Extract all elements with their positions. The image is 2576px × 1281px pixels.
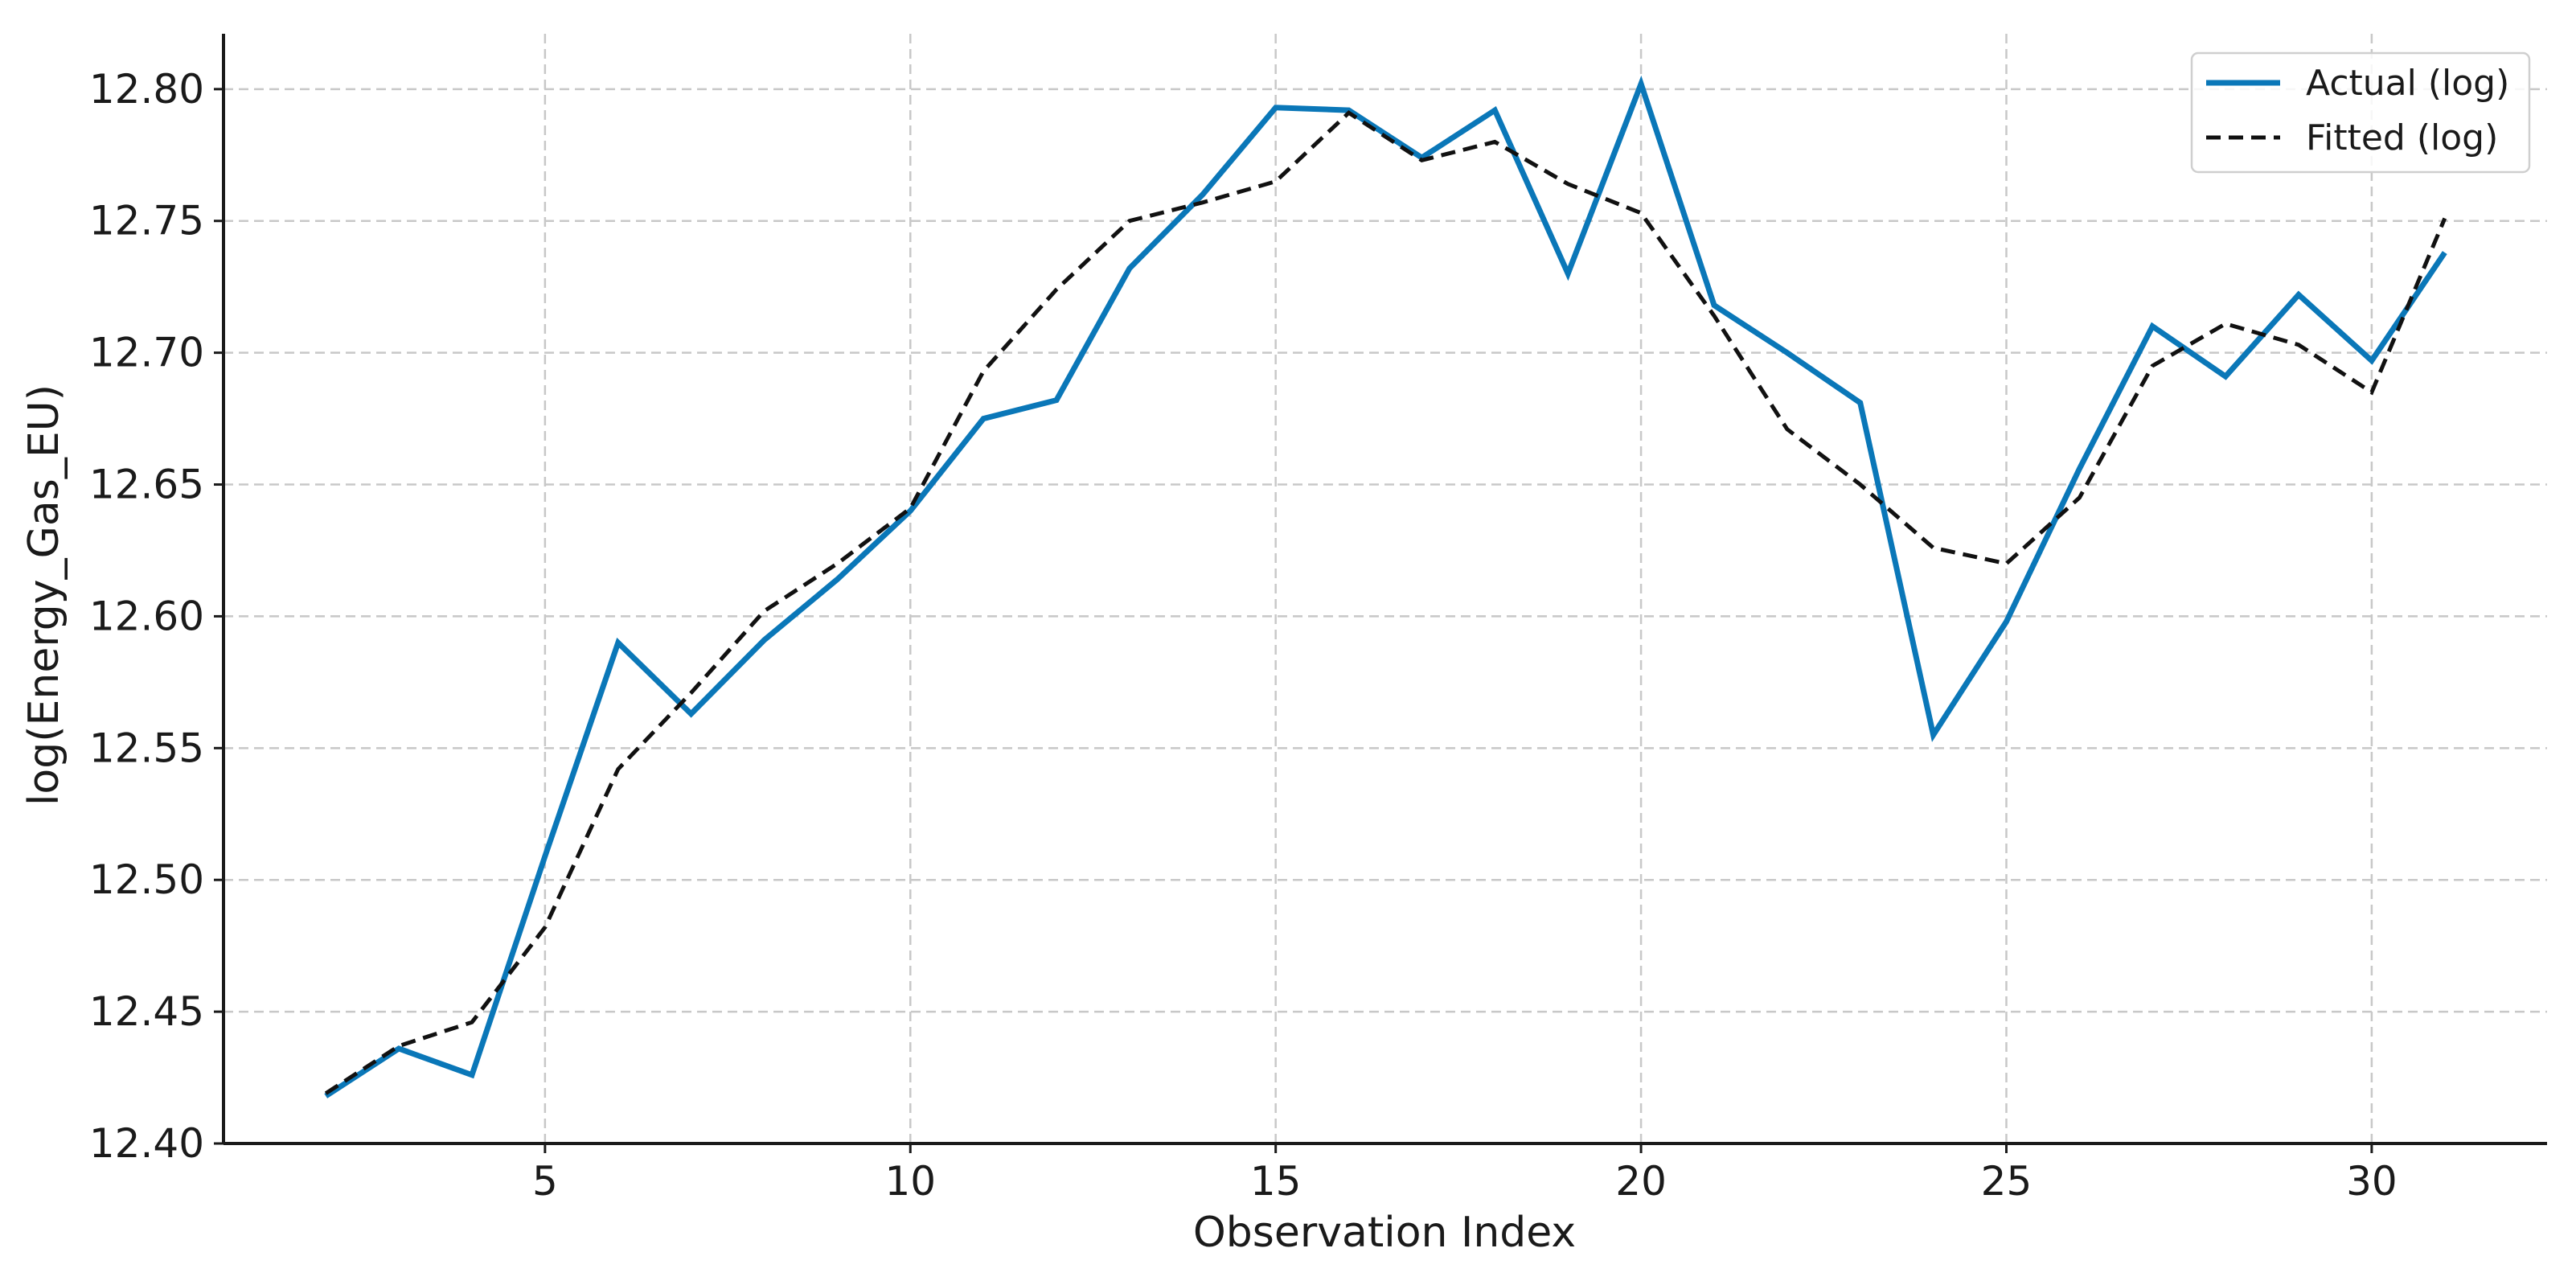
grid <box>224 34 2547 1143</box>
actual-series-line <box>324 75 2447 1098</box>
legend-label-fitted: Fitted (log) <box>2306 117 2498 158</box>
x-tick-label: 25 <box>1981 1158 2032 1205</box>
y-tick-label: 12.55 <box>89 725 204 771</box>
legend-label-actual: Actual (log) <box>2306 63 2509 104</box>
y-tick-label: 12.80 <box>89 66 204 113</box>
y-tick-label: 12.40 <box>89 1120 204 1167</box>
y-tick-label: 12.45 <box>89 988 204 1035</box>
y-axis-title: log(Energy_Gas_EU) <box>20 384 68 806</box>
y-tick-label: 12.70 <box>89 330 204 376</box>
x-tick-label: 15 <box>1250 1158 1302 1205</box>
x-tick-label: 30 <box>2346 1158 2398 1205</box>
y-tick-label: 12.50 <box>89 856 204 903</box>
y-tick-label: 12.65 <box>89 462 204 508</box>
y-tick-label: 12.60 <box>89 593 204 639</box>
x-axis-title: Observation Index <box>1193 1209 1576 1257</box>
y-tick-label: 12.75 <box>89 198 204 244</box>
x-tick-label: 20 <box>1615 1158 1667 1205</box>
x-tick-label: 5 <box>532 1158 558 1205</box>
axes <box>214 34 2547 1153</box>
tick-labels: 12.40 12.45 12.50 12.55 12.60 12.65 12.70 12.75… <box>89 66 2398 1205</box>
legend: Actual (log) Fitted (log) <box>2190 51 2531 174</box>
fitted-series-line <box>324 110 2447 1095</box>
x-tick-label: 10 <box>884 1158 936 1205</box>
plot-area <box>324 75 2447 1098</box>
